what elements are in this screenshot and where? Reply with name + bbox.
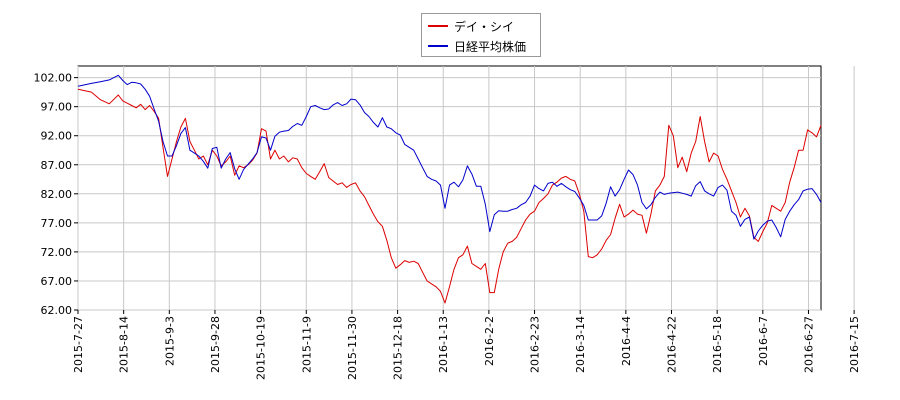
series-lines [77, 74, 822, 304]
y-tick-label: 72.00 [41, 246, 73, 259]
x-tick-label: 2016-2-2 [483, 316, 496, 366]
legend-swatch-series-1 [428, 25, 448, 27]
x-tick-label: 2015-9-28 [209, 316, 222, 373]
x-tick-label: 2015-10-19 [255, 316, 268, 380]
x-tick-label: 2016-4-4 [620, 316, 633, 366]
x-tick-label: 2015-7-27 [72, 316, 85, 373]
legend: デイ・シイ 日経平均株価 [421, 13, 541, 57]
series-line-2 [77, 74, 822, 240]
y-tick-label: 77.00 [41, 217, 73, 230]
legend-label-series-2: 日経平均株価 [454, 39, 527, 54]
x-tick-label: 2015-12-18 [392, 316, 405, 380]
x-tick-label: 2015-11-9 [300, 316, 313, 373]
gridlines [77, 66, 855, 311]
series-line-1 [77, 88, 822, 304]
x-tick-label: 2015-8-14 [118, 316, 131, 373]
x-tick-label: 2016-7-15 [848, 316, 861, 373]
x-tick-label: 2015-9-3 [163, 316, 176, 366]
x-tick-label: 2016-1-13 [437, 316, 450, 373]
y-tick-label: 92.00 [41, 130, 73, 143]
x-axis: 2015-7-27 2015-8-14 2015-9-3 2015-9-28 2015-… [72, 310, 861, 380]
x-tick-label: 2016-6-27 [802, 316, 815, 373]
legend-item-series-2: 日経平均株価 [428, 37, 526, 55]
y-tick-label: 102.00 [34, 72, 73, 85]
legend-swatch-series-2 [428, 45, 448, 47]
plot-area [77, 65, 822, 311]
legend-item-series-1: デイ・シイ [428, 17, 514, 35]
x-tick-label: 2016-2-23 [529, 316, 542, 373]
y-tick-label: 82.00 [41, 188, 73, 201]
x-tick-label: 2016-6-7 [757, 316, 770, 366]
x-tick-label: 2015-11-30 [346, 316, 359, 380]
x-tick-label: 2016-3-14 [574, 316, 587, 373]
legend-label-series-1: デイ・シイ [454, 19, 515, 34]
y-tick-label: 97.00 [41, 101, 73, 114]
y-tick-label: 87.00 [41, 159, 73, 172]
x-tick-label: 2016-5-18 [711, 316, 724, 373]
x-tick-label: 2016-4-22 [666, 316, 679, 373]
y-axis: 62.00 67.00 72.00 77.00 82.00 87.00 92.00 97.00… [34, 72, 78, 317]
y-tick-label: 67.00 [41, 275, 73, 288]
y-tick-label: 62.00 [41, 304, 73, 317]
